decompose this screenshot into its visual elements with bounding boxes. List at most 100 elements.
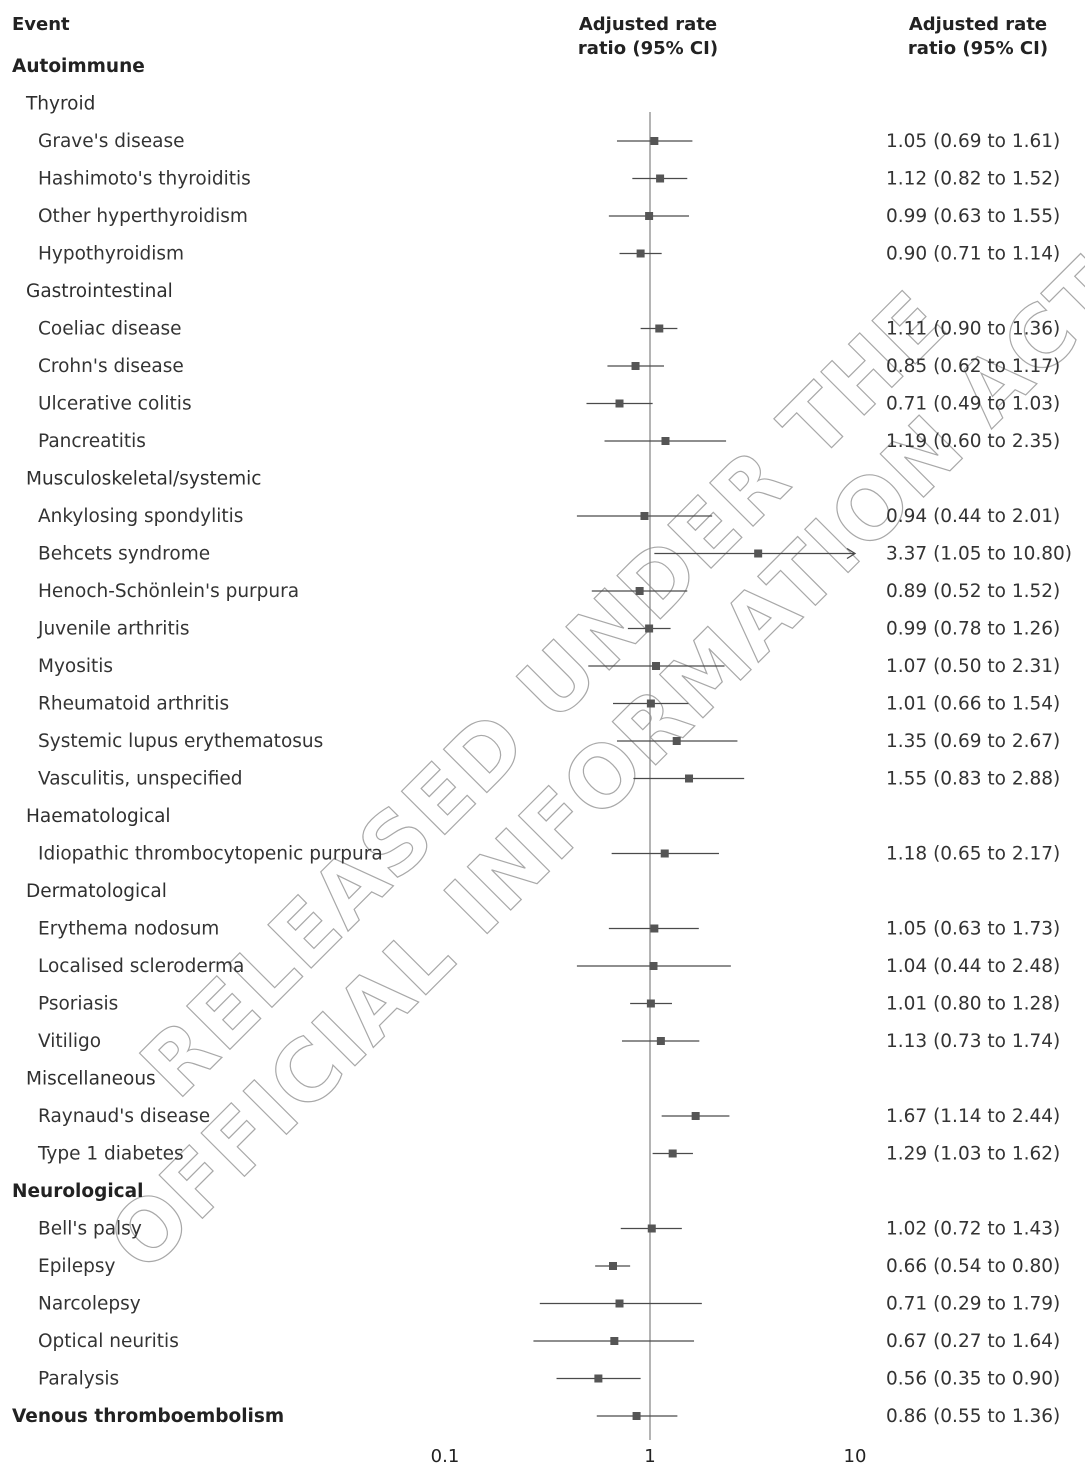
row-label: Henoch-Schönlein's purpura: [38, 581, 299, 602]
point-estimate: [632, 1412, 641, 1420]
x-tick-label: 0.1: [431, 1446, 460, 1467]
point-estimate: [615, 399, 624, 408]
row-label: Other hyperthyroidism: [38, 206, 248, 227]
row-value: 0.67 (0.27 to 1.64): [886, 1331, 1060, 1352]
header-right-line1: Adjusted rate: [909, 14, 1047, 35]
row-value: 0.56 (0.35 to 0.90): [886, 1369, 1060, 1390]
row-label: Hypothyroidism: [38, 244, 184, 265]
row-value: 3.37 (1.05 to 10.80): [886, 544, 1072, 565]
row-label: Dermatological: [26, 881, 167, 902]
point-estimate: [610, 1337, 619, 1345]
row-label: Vasculitis, unspecified: [38, 769, 242, 790]
row-label: Erythema nodosum: [38, 919, 219, 940]
row-label: Bell's palsy: [38, 1219, 142, 1240]
row-value: 1.02 (0.72 to 1.43): [886, 1219, 1060, 1240]
row-label: Pancreatitis: [38, 431, 146, 452]
row-label: Juvenile arthritis: [37, 619, 189, 640]
row-value: 0.99 (0.63 to 1.55): [886, 206, 1060, 227]
row-value: 0.71 (0.29 to 1.79): [886, 1294, 1060, 1315]
row-label: Ulcerative colitis: [38, 394, 192, 415]
point-estimate: [650, 924, 659, 933]
point-estimate: [660, 849, 669, 858]
row-label: Raynaud's disease: [38, 1106, 210, 1127]
row-label: Rheumatoid arthritis: [38, 694, 229, 715]
row-value: 0.89 (0.52 to 1.52): [886, 581, 1060, 602]
row-label: Neurological: [12, 1181, 143, 1202]
point-estimate: [646, 999, 655, 1008]
row-label: Autoimmune: [12, 56, 145, 77]
point-estimate: [615, 1299, 624, 1308]
header-event: Event: [12, 14, 70, 35]
row-label: Psoriasis: [38, 994, 118, 1015]
point-estimate: [656, 1037, 665, 1045]
header-right-line2: ratio (95% CI): [908, 38, 1048, 59]
x-axis: 0.1 1 10: [431, 1446, 867, 1467]
ci-arrow: [846, 547, 857, 560]
point-estimate: [672, 737, 681, 745]
point-estimate: [635, 587, 644, 595]
forest-rows: Autoimmune Thyroid Grave's disease 1.05 (0.…: [12, 56, 1072, 1427]
row-value: 1.29 (1.03 to 1.62): [886, 1144, 1060, 1165]
row-label: Epilepsy: [38, 1256, 115, 1277]
row-value: 1.55 (0.83 to 2.88): [886, 769, 1060, 790]
row-label: Crohn's disease: [38, 356, 184, 377]
row-label: Vitiligo: [38, 1031, 101, 1052]
point-estimate: [594, 1374, 603, 1383]
row-value: 1.19 (0.60 to 2.35): [886, 431, 1060, 452]
row-label: Optical neuritis: [38, 1331, 179, 1352]
point-estimate: [655, 324, 664, 333]
row-value: 0.99 (0.78 to 1.26): [886, 619, 1060, 640]
watermark-line-1: RELEASED UNDER THE: [122, 272, 966, 1116]
row-value: 0.85 (0.62 to 1.17): [886, 356, 1060, 377]
x-tick-label: 1: [644, 1446, 655, 1467]
header-middle-line1: Adjusted rate: [579, 14, 717, 35]
row-label: Idiopathic thrombocytopenic purpura: [38, 844, 383, 865]
row-value: 1.05 (0.69 to 1.61): [886, 131, 1060, 152]
row-value: 1.07 (0.50 to 2.31): [886, 656, 1060, 677]
row-value: 0.66 (0.54 to 0.80): [886, 1256, 1060, 1277]
row-value: 1.01 (0.66 to 1.54): [886, 694, 1060, 715]
point-estimate: [647, 1224, 656, 1233]
x-tick-label: 10: [844, 1446, 867, 1467]
row-value: 1.13 (0.73 to 1.74): [886, 1031, 1060, 1052]
row-value: 1.67 (1.14 to 2.44): [886, 1106, 1060, 1127]
row-label: Behcets syndrome: [38, 544, 210, 565]
point-estimate: [645, 212, 654, 220]
row-label: Narcolepsy: [38, 1294, 141, 1315]
point-estimate: [636, 249, 645, 258]
point-estimate: [661, 437, 670, 445]
row-label: Grave's disease: [38, 131, 184, 152]
row-value: 1.04 (0.44 to 2.48): [886, 956, 1060, 977]
row-label: Paralysis: [38, 1369, 119, 1390]
point-estimate: [650, 137, 659, 145]
point-estimate: [691, 1112, 700, 1120]
row-label: Systemic lupus erythematosus: [38, 731, 323, 752]
row-label: Musculoskeletal/systemic: [26, 469, 261, 490]
row-label: Haematological: [26, 806, 171, 827]
row-value: 1.35 (0.69 to 2.67): [886, 731, 1060, 752]
row-label: Coeliac disease: [38, 319, 182, 340]
row-value: 0.86 (0.55 to 1.36): [886, 1406, 1060, 1427]
row-value: 1.12 (0.82 to 1.52): [886, 169, 1060, 190]
point-estimate: [609, 1262, 618, 1270]
row-label: Type 1 diabetes: [37, 1144, 184, 1165]
point-estimate: [652, 662, 661, 670]
row-value: 1.11 (0.90 to 1.36): [886, 319, 1060, 340]
row-value: 1.05 (0.63 to 1.73): [886, 919, 1060, 940]
row-value: 1.01 (0.80 to 1.28): [886, 994, 1060, 1015]
row-value: 0.94 (0.44 to 2.01): [886, 506, 1060, 527]
row-label: Gastrointestinal: [26, 281, 173, 302]
row-value: 0.90 (0.71 to 1.14): [886, 244, 1060, 265]
point-estimate: [649, 962, 658, 970]
point-estimate: [646, 699, 655, 708]
point-estimate: [640, 512, 649, 520]
point-estimate: [754, 549, 763, 558]
point-estimate: [668, 1149, 677, 1158]
point-estimate: [656, 174, 665, 183]
point-estimate: [645, 624, 654, 633]
row-value: 0.71 (0.49 to 1.03): [886, 394, 1060, 415]
row-label: Localised scleroderma: [38, 956, 244, 977]
row-label: Ankylosing spondylitis: [38, 506, 243, 527]
point-estimate: [685, 774, 694, 783]
